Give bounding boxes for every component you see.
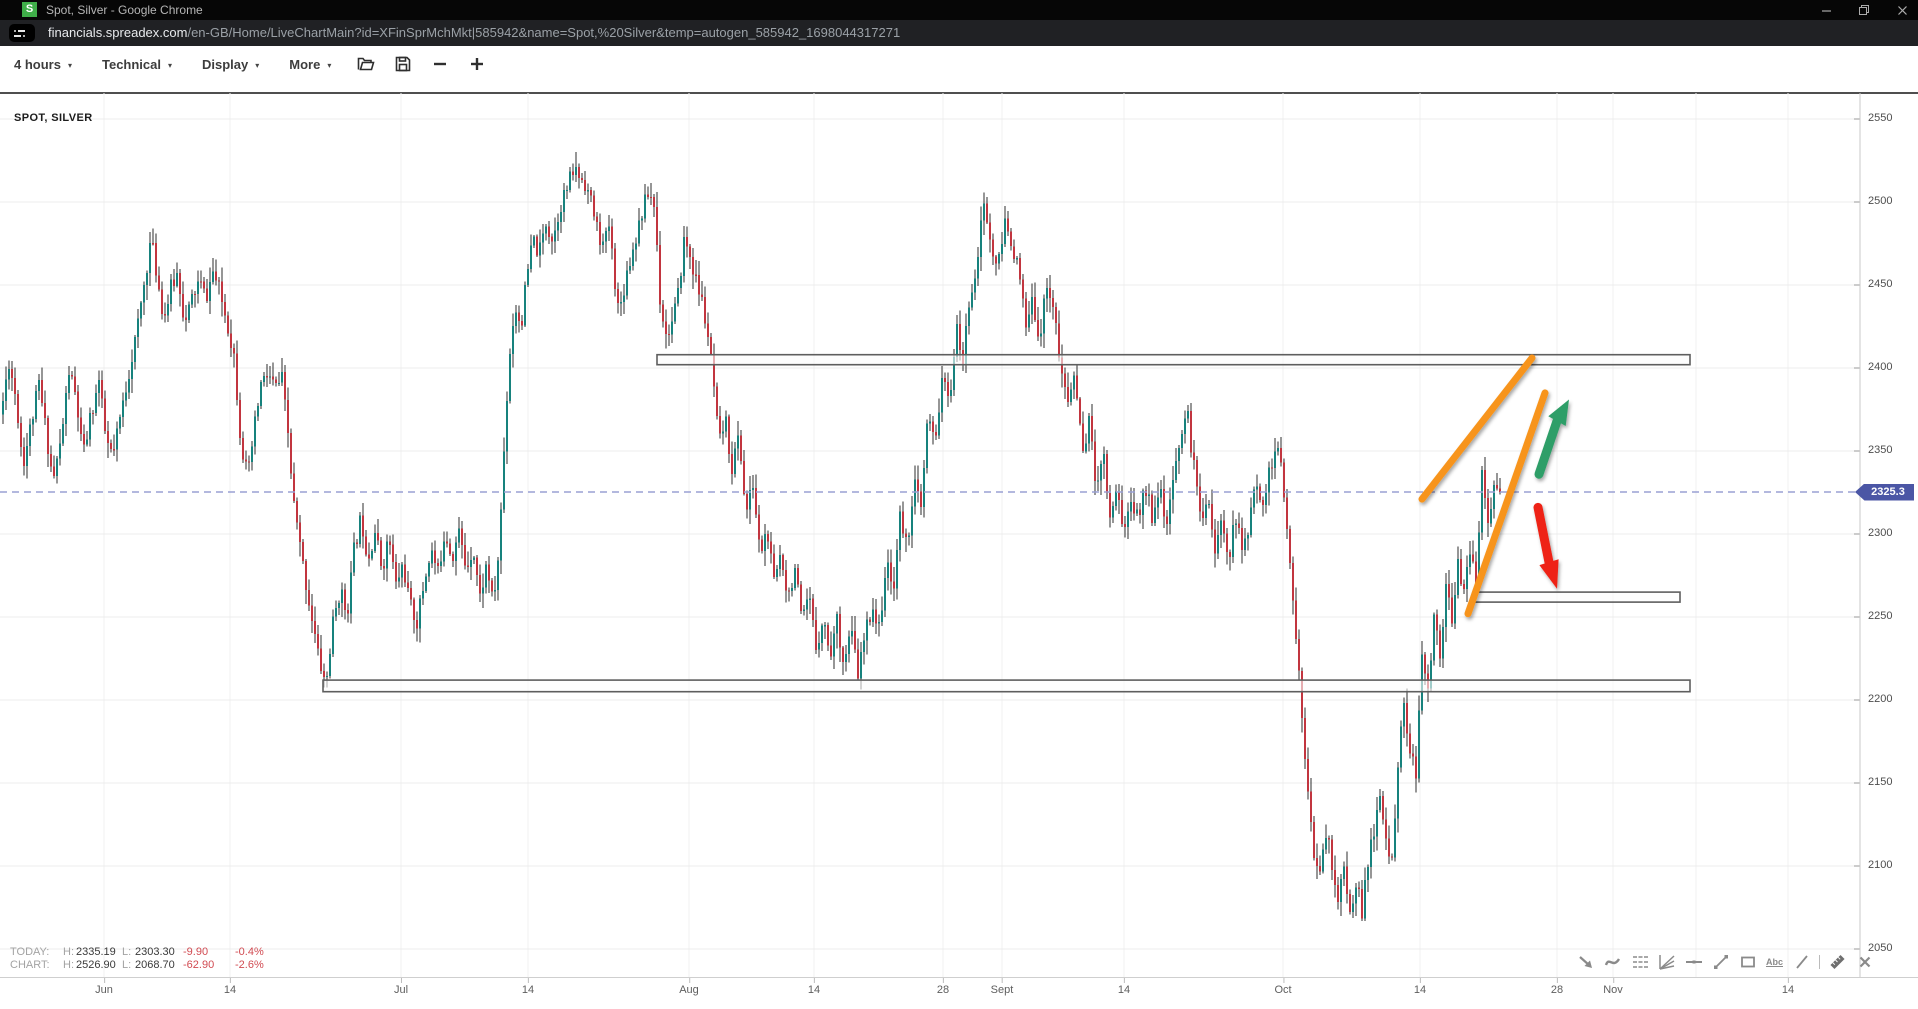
stats-low-value: 2068.70 xyxy=(135,959,175,971)
stats-high-value: 2335.19 xyxy=(76,946,116,958)
minimize-icon[interactable] xyxy=(1820,4,1832,16)
title-bar: S Spot, Silver - Google Chrome xyxy=(0,0,1918,20)
close-icon[interactable] xyxy=(1896,4,1908,16)
dropdown-label: Display xyxy=(202,56,249,72)
dropdown-label: 4 hours xyxy=(14,56,61,72)
url-domain: financials.spreadex.com xyxy=(48,25,188,40)
time-axis-label: 28 xyxy=(1550,978,1564,996)
url-bar[interactable]: financials.spreadex.com/en-GB/Home/LiveC… xyxy=(0,20,1918,46)
time-axis-label: Aug xyxy=(679,978,699,996)
price-axis-label: 2150 xyxy=(1868,776,1893,788)
instrument-label: SPOT, SILVER xyxy=(14,112,93,124)
price-axis-label: 2300 xyxy=(1868,527,1893,539)
price-axis-label: 2350 xyxy=(1868,444,1893,456)
tool-grid-icon[interactable] xyxy=(1630,952,1649,971)
tool-curve-icon[interactable] xyxy=(1603,952,1622,971)
time-axis-label: Nov xyxy=(1603,978,1623,996)
spreadex-logo-icon: S xyxy=(22,2,37,17)
open-folder-icon[interactable] xyxy=(357,55,375,73)
chevron-down-icon: ▾ xyxy=(327,60,332,70)
tool-ruler-icon[interactable] xyxy=(1828,952,1847,971)
stats-high-value: 2526.90 xyxy=(76,959,116,971)
tool-horizontal-line-icon[interactable] xyxy=(1684,952,1703,971)
time-axis-label: Jun xyxy=(95,978,113,996)
url-path: /en-GB/Home/LiveChartMain?id=XFinSprMchM… xyxy=(187,25,901,40)
chart-frame-top xyxy=(0,92,1918,94)
price-axis-label: 2250 xyxy=(1868,610,1893,622)
stats-change-value: -9.90 xyxy=(183,946,209,958)
stats-high-label: H: xyxy=(63,959,74,971)
price-axis-label: 2400 xyxy=(1868,361,1893,373)
tool-diagonal-line-icon[interactable] xyxy=(1792,952,1811,971)
time-axis-label: 14 xyxy=(1117,978,1131,996)
time-axis-label: 14 xyxy=(1413,978,1427,996)
time-axis-label: 14 xyxy=(223,978,237,996)
dropdown-technical[interactable]: Technical ▾ xyxy=(102,57,172,72)
restore-icon[interactable] xyxy=(1858,4,1870,16)
tool-text-icon[interactable]: Abc xyxy=(1765,952,1784,971)
stats-period-label: CHART: xyxy=(10,959,50,971)
price-axis-label: 2500 xyxy=(1868,195,1893,207)
time-axis-label: 14 xyxy=(521,978,535,996)
site-info-icon[interactable] xyxy=(9,24,35,42)
stats-change-pct: -2.6% xyxy=(235,959,264,971)
window-title: Spot, Silver - Google Chrome xyxy=(46,3,203,17)
time-axis-label: 14 xyxy=(1781,978,1795,996)
dropdown-more[interactable]: More ▾ xyxy=(289,57,331,72)
tool-arrow-icon[interactable] xyxy=(1576,952,1595,971)
dropdown-display[interactable]: Display ▾ xyxy=(202,57,259,72)
tool-rectangle-icon[interactable] xyxy=(1738,952,1757,971)
stats-low-value: 2303.30 xyxy=(135,946,175,958)
tool-text-label: Abc xyxy=(1765,956,1783,967)
stats-change-pct: -0.4% xyxy=(235,946,264,958)
chevron-down-icon: ▾ xyxy=(255,60,260,70)
stats-high-label: H: xyxy=(63,946,74,958)
dropdown-label: Technical xyxy=(101,56,161,72)
time-axis-label: Oct xyxy=(1274,978,1292,996)
chart-canvas[interactable] xyxy=(0,93,1861,978)
time-axis-line xyxy=(0,977,1918,978)
time-axis-label: Sept xyxy=(990,978,1014,996)
stats-change-value: -62.90 xyxy=(183,959,215,971)
chevron-down-icon: ▾ xyxy=(168,60,173,70)
price-axis-label: 2100 xyxy=(1868,859,1893,871)
stats-low-label: L: xyxy=(122,946,132,958)
price-axis-label: 2550 xyxy=(1868,112,1893,124)
stats-period-label: TODAY: xyxy=(10,946,50,958)
dropdown-4-hours[interactable]: 4 hours ▾ xyxy=(14,57,72,72)
save-icon[interactable] xyxy=(394,55,412,73)
time-axis-label: 28 xyxy=(936,978,950,996)
dropdown-label: More xyxy=(289,56,321,72)
current-price-badge: 2325.3 xyxy=(1855,483,1914,501)
stats-low-label: L: xyxy=(122,959,132,971)
chevron-down-icon: ▾ xyxy=(67,60,72,70)
time-axis-label: Jul xyxy=(393,978,409,996)
url-text[interactable]: financials.spreadex.com/en-GB/Home/LiveC… xyxy=(48,20,900,46)
stats-row: CHART: H: 2526.90 L: 2068.70 -62.90 -2.6% xyxy=(0,959,320,972)
tool-trend-segment-icon[interactable] xyxy=(1711,952,1730,971)
tool-delete-icon[interactable] xyxy=(1855,952,1874,971)
price-axis-label: 2200 xyxy=(1868,693,1893,705)
drawing-toolbar: Abc xyxy=(1576,952,1874,971)
price-axis-label: 2450 xyxy=(1868,278,1893,290)
tool-fan-lines-icon[interactable] xyxy=(1657,952,1676,971)
price-axis-label: 2050 xyxy=(1868,942,1893,954)
chart-toolbar: 4 hours ▾ Technical ▾ Display ▾ More ▾ xyxy=(0,46,1918,82)
zoom-out-icon[interactable] xyxy=(431,55,449,73)
toolbar-divider xyxy=(1819,954,1820,969)
stats-row: TODAY: H: 2335.19 L: 2303.30 -9.90 -0.4% xyxy=(0,946,320,959)
time-axis-label: 14 xyxy=(807,978,821,996)
zoom-in-icon[interactable] xyxy=(468,55,486,73)
